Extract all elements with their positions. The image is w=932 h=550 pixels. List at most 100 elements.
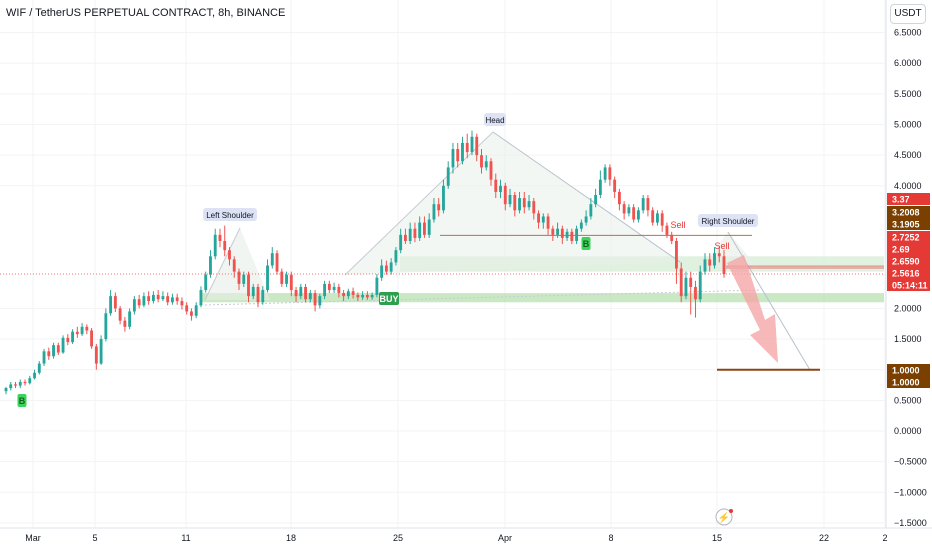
candle-body: [503, 185, 507, 205]
candle-body: [717, 253, 721, 257]
candle-body: [242, 274, 246, 284]
candle-body: [289, 274, 293, 291]
candle-body: [147, 296, 151, 302]
y-tick-label: 2.0000: [894, 303, 922, 313]
candle-body: [541, 216, 545, 223]
candle-body: [418, 222, 422, 238]
candle-body: [361, 294, 365, 298]
candle-body: [579, 222, 583, 229]
candle-body: [194, 305, 198, 316]
candle-body: [589, 204, 593, 217]
price-label-bg: [887, 243, 930, 255]
candle-body: [299, 286, 303, 297]
right-shoulder-label: Right Shoulder: [702, 217, 755, 226]
lightning-icon-glyph: ⚡: [718, 511, 730, 524]
candle-body: [190, 311, 193, 316]
candle-body: [518, 198, 521, 211]
candle-body: [113, 296, 117, 309]
pattern-line: [492, 131, 681, 263]
candle-body: [508, 194, 512, 205]
x-tick-label: 2: [882, 533, 887, 543]
candle-body: [641, 198, 645, 211]
candle-body: [408, 228, 412, 241]
candle-body: [23, 381, 27, 384]
candle-body: [351, 291, 355, 295]
price-label-bg: [887, 206, 930, 218]
x-tick-label: 25: [393, 533, 403, 543]
price-label: 2.6590: [892, 257, 920, 267]
candle-body: [432, 204, 436, 220]
candle-body: [313, 293, 317, 306]
candle-body: [209, 256, 212, 275]
candle-body: [285, 274, 288, 284]
currency-button[interactable]: USDT: [890, 4, 926, 24]
pattern-line: [727, 231, 811, 371]
buy-b-signal-bg: [17, 394, 27, 407]
candle-body: [166, 296, 170, 303]
candle-body: [522, 198, 526, 208]
candle-body: [327, 283, 331, 291]
candle-body: [403, 234, 407, 241]
candle-body: [565, 231, 569, 238]
candle-body: [627, 207, 631, 214]
price-label-bg: [887, 364, 930, 376]
x-axis: Mar 5 11 18 25 Apr 8 15 22 2: [0, 527, 932, 543]
candle-body: [480, 155, 483, 168]
candle-body: [617, 191, 621, 205]
candle-body: [389, 262, 393, 272]
candle-body: [18, 381, 22, 386]
candle-body: [513, 194, 517, 211]
pattern-line: [204, 227, 241, 301]
price-labels: 3.37 3.2008 3.1905 2.7252 2.69 2.6590 2.5616 05…: [887, 193, 930, 388]
y-tick-label: −1.5000: [894, 518, 927, 528]
candle-body: [132, 299, 136, 312]
candle-body: [156, 294, 160, 300]
candle-body: [380, 265, 384, 278]
pattern-base-line: [204, 289, 761, 306]
price-label: 2.69: [892, 245, 910, 255]
candle-body: [603, 167, 607, 180]
candle-body: [199, 290, 203, 306]
candle-body: [204, 274, 208, 291]
candle-body: [484, 161, 488, 168]
candle-body: [413, 228, 417, 238]
candle-body: [161, 296, 165, 300]
candle-body: [175, 297, 179, 302]
head-label-bg: [484, 113, 506, 126]
price-label: 2.7252: [892, 233, 920, 243]
candle-body: [123, 320, 127, 327]
y-tick-label: 0.0000: [894, 426, 922, 436]
candle-body: [665, 225, 669, 235]
candle-body: [104, 313, 108, 340]
candle-body: [71, 331, 74, 343]
candle-body: [185, 305, 189, 312]
candle-body: [109, 296, 113, 314]
candle-body: [142, 296, 146, 306]
x-tick-label: 5: [92, 533, 97, 543]
candle-body: [228, 250, 231, 260]
buy-b-signal: B: [583, 239, 590, 249]
candle-body: [532, 201, 536, 214]
candle-body: [180, 301, 184, 306]
candle-body: [337, 286, 341, 294]
sell-signal: Sell: [670, 220, 685, 230]
candle-body: [137, 299, 141, 306]
candle-body: [689, 277, 693, 287]
candles: [4, 130, 726, 395]
candle-body: [675, 240, 678, 269]
candle-body: [56, 345, 60, 353]
candle-body: [318, 296, 322, 306]
price-label: 2.5616: [892, 269, 920, 279]
candle-body: [608, 167, 612, 180]
sell-signal: Sell: [714, 241, 729, 251]
candle-body: [256, 286, 260, 303]
candle-body: [651, 210, 655, 223]
candle-body: [470, 136, 474, 153]
price-label-bg: [887, 267, 930, 279]
candle-body: [456, 149, 460, 162]
candle-body: [499, 185, 502, 192]
price-label: 05:14:11: [892, 281, 928, 291]
candle-body: [346, 291, 350, 297]
candle-body: [261, 290, 265, 303]
